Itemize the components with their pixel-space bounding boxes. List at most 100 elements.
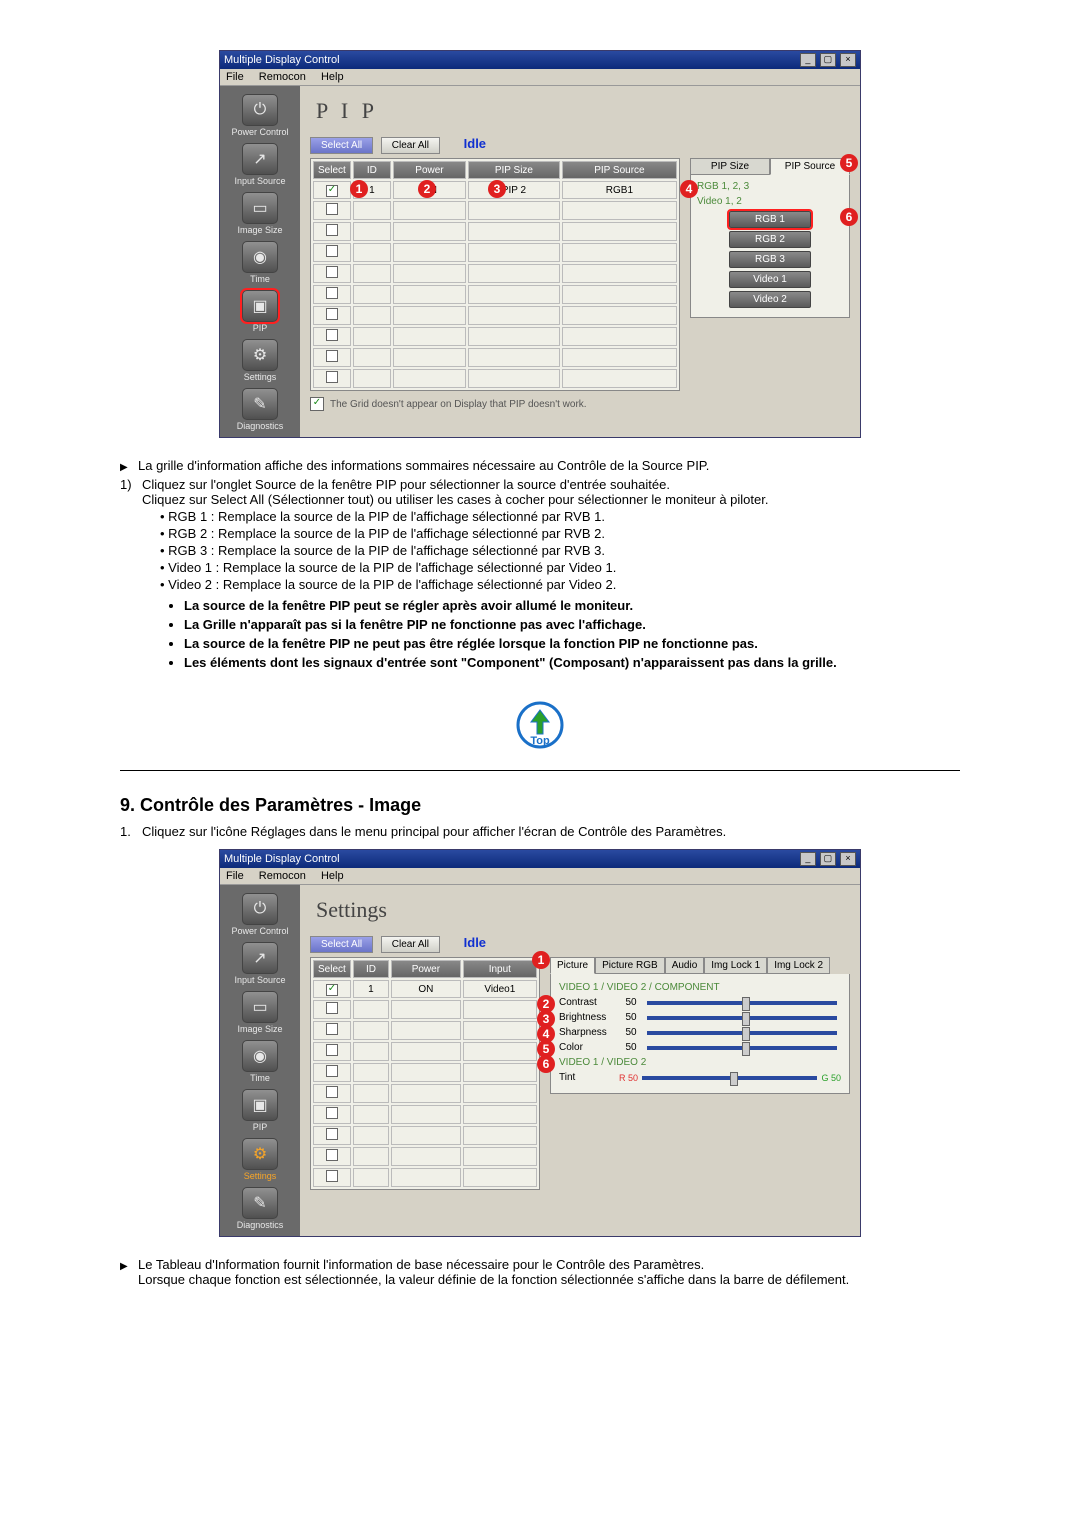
row-checkbox[interactable] [326, 224, 338, 236]
table-row[interactable] [313, 264, 677, 283]
menu-help[interactable]: Help [321, 870, 344, 882]
slider-track[interactable] [642, 1076, 817, 1080]
footer-checkbox[interactable] [310, 397, 324, 411]
sidebar-item-pip[interactable]: ▣PIP [226, 288, 294, 333]
min-button[interactable]: _ [800, 852, 816, 866]
row-checkbox[interactable] [326, 1065, 338, 1077]
table-row[interactable] [313, 306, 677, 325]
slider-color[interactable]: 5 Color50 [559, 1042, 841, 1053]
max-button[interactable]: ▢ [820, 852, 836, 866]
slider-track[interactable] [647, 1046, 837, 1050]
slider-tint[interactable]: Tint R 50 G 50 [559, 1072, 841, 1083]
tab-pipsource[interactable]: PIP Source [770, 158, 850, 175]
row-checkbox[interactable] [326, 1149, 338, 1161]
row-checkbox[interactable] [326, 371, 338, 383]
row-checkbox[interactable] [326, 1086, 338, 1098]
menu-remocon[interactable]: Remocon [259, 71, 306, 83]
slider-track[interactable] [647, 1031, 837, 1035]
min-button[interactable]: _ [800, 53, 816, 67]
row-checkbox[interactable] [326, 245, 338, 257]
sidebar-item-input[interactable]: ↗Input Source [226, 141, 294, 186]
slider-value: 50 [619, 997, 643, 1008]
row-checkbox[interactable] [326, 350, 338, 362]
source-rgb1-button[interactable]: RGB 1 [729, 211, 811, 228]
menu-help[interactable]: Help [321, 71, 344, 83]
row-checkbox[interactable] [326, 266, 338, 278]
table-row[interactable] [313, 1084, 537, 1103]
menu-file[interactable]: File [226, 870, 244, 882]
clear-all-button[interactable]: Clear All [381, 936, 440, 953]
table-row[interactable] [313, 369, 677, 388]
sidebar-item-diagnostics[interactable]: ✎Diagnostics [226, 1185, 294, 1230]
row-checkbox[interactable] [326, 203, 338, 215]
window-buttons: _ ▢ × [799, 852, 856, 866]
row-checkbox[interactable] [326, 329, 338, 341]
select-all-button[interactable]: Select All [310, 137, 373, 154]
sidebar-item-settings[interactable]: ⚙Settings [226, 1136, 294, 1181]
sidebar-item-settings[interactable]: ⚙Settings [226, 337, 294, 382]
menu-remocon[interactable]: Remocon [259, 870, 306, 882]
idle-label: Idle [464, 136, 486, 151]
table-row[interactable] [313, 348, 677, 367]
tab-audio[interactable]: Audio [665, 957, 705, 974]
table-row[interactable]: 1 ON Video1 [313, 980, 537, 998]
row-checkbox[interactable] [326, 185, 338, 197]
sidebar-item-imagesize[interactable]: ▭Image Size [226, 190, 294, 235]
slider-track[interactable] [647, 1016, 837, 1020]
tab-imglock2[interactable]: Img Lock 2 [767, 957, 830, 974]
top-icon[interactable]: Top [515, 700, 565, 750]
close-button[interactable]: × [840, 852, 856, 866]
tab-picture[interactable]: Picture [550, 957, 595, 974]
slider-track[interactable] [647, 1001, 837, 1005]
tab-picture-rgb[interactable]: Picture RGB [595, 957, 665, 974]
select-all-button[interactable]: Select All [310, 936, 373, 953]
sidebar-item-power[interactable]: ⏻Power Control [226, 92, 294, 137]
table-row[interactable] [313, 1063, 537, 1082]
sidebar-item-time[interactable]: ◉Time [226, 1038, 294, 1083]
row-checkbox[interactable] [326, 308, 338, 320]
sidebar-item-imagesize[interactable]: ▭Image Size [226, 989, 294, 1034]
table-row[interactable] [313, 222, 677, 241]
close-button[interactable]: × [840, 53, 856, 67]
table-row[interactable] [313, 1126, 537, 1145]
sidebar-item-input[interactable]: ↗Input Source [226, 940, 294, 985]
row-checkbox[interactable] [326, 1128, 338, 1140]
tab-imglock1[interactable]: Img Lock 1 [704, 957, 767, 974]
table-row[interactable] [313, 1147, 537, 1166]
window-title: Multiple Display Control [224, 853, 340, 865]
sidebar-item-power[interactable]: ⏻Power Control [226, 891, 294, 936]
table-row[interactable] [313, 1042, 537, 1061]
table-row[interactable] [313, 285, 677, 304]
clear-all-button[interactable]: Clear All [381, 137, 440, 154]
cell-power: ON [391, 980, 461, 998]
table-row[interactable] [313, 327, 677, 346]
row-checkbox[interactable] [326, 287, 338, 299]
table-row[interactable] [313, 1168, 537, 1187]
sidebar-item-time[interactable]: ◉Time [226, 239, 294, 284]
table-row[interactable] [313, 1000, 537, 1019]
settings-description: Le Tableau d'Information fournit l'infor… [120, 1257, 960, 1287]
row-checkbox[interactable] [326, 984, 338, 996]
table-row[interactable] [313, 243, 677, 262]
table-row[interactable] [313, 201, 677, 220]
table-row[interactable] [313, 1021, 537, 1040]
source-rgb3-button[interactable]: RGB 3 [729, 251, 811, 268]
slider-contrast[interactable]: 2 Contrast50 [559, 997, 841, 1008]
source-video2-button[interactable]: Video 2 [729, 291, 811, 308]
max-button[interactable]: ▢ [820, 53, 836, 67]
sidebar-item-diagnostics[interactable]: ✎Diagnostics [226, 386, 294, 431]
tab-pipsize[interactable]: PIP Size [690, 158, 770, 175]
sidebar-item-pip[interactable]: ▣PIP [226, 1087, 294, 1132]
row-checkbox[interactable] [326, 1023, 338, 1035]
row-checkbox[interactable] [326, 1107, 338, 1119]
menu-file[interactable]: File [226, 71, 244, 83]
slider-sharpness[interactable]: 4 Sharpness50 [559, 1027, 841, 1038]
row-checkbox[interactable] [326, 1002, 338, 1014]
row-checkbox[interactable] [326, 1170, 338, 1182]
source-rgb2-button[interactable]: RGB 2 [729, 231, 811, 248]
col-power: Power [391, 960, 461, 978]
slider-brightness[interactable]: 3 Brightness50 [559, 1012, 841, 1023]
table-row[interactable] [313, 1105, 537, 1124]
row-checkbox[interactable] [326, 1044, 338, 1056]
source-video1-button[interactable]: Video 1 [729, 271, 811, 288]
